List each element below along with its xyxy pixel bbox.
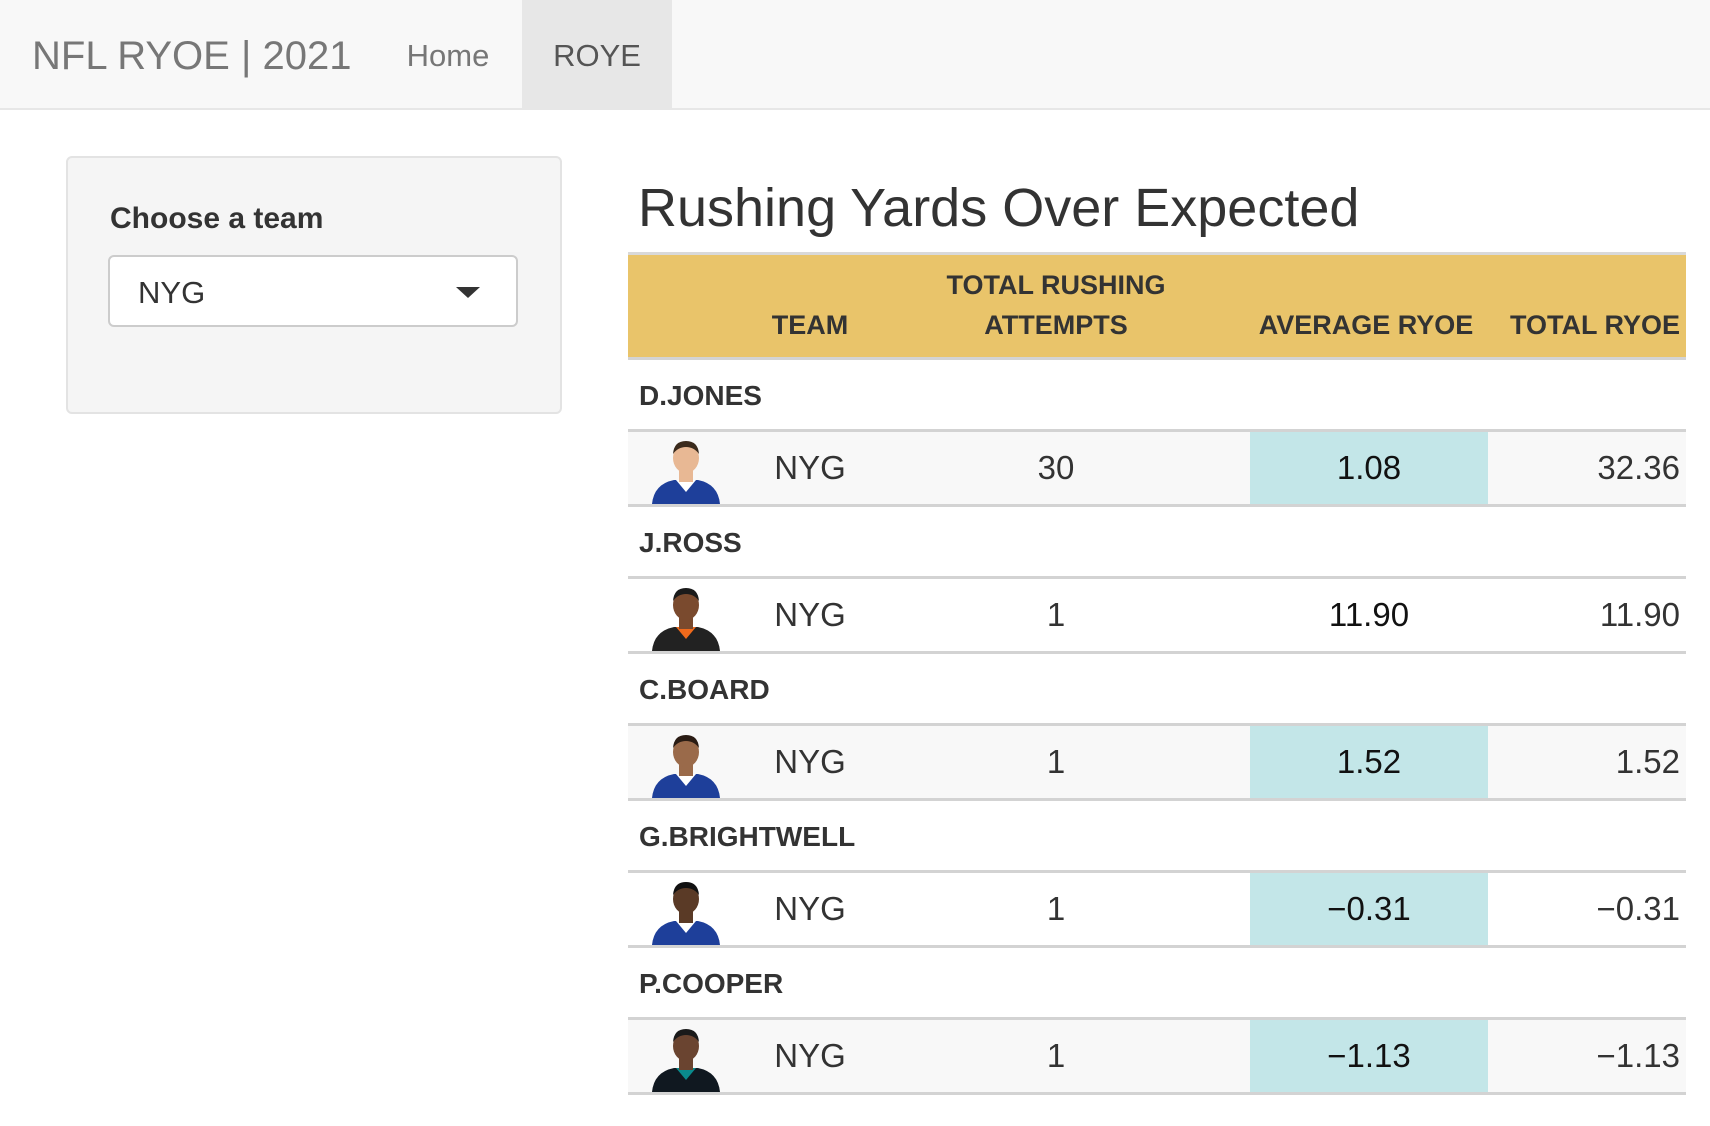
player-team: NYG xyxy=(774,596,846,633)
rushing-attempts: 1 xyxy=(1046,596,1066,633)
average-ryoe: 1.08 xyxy=(1250,432,1488,504)
player-group-label: P.COOPER xyxy=(628,948,1686,1020)
average-ryoe: 1.52 xyxy=(1250,726,1488,798)
average-ryoe: 11.90 xyxy=(1328,596,1410,633)
table-body: D.JONES NYG 30 1.08 32.36 J.ROSS NYG 1 11.90 11.9… xyxy=(628,360,1686,1095)
column-header-team: TEAM xyxy=(771,310,849,340)
table-row: NYG 1 −0.31 −0.31 xyxy=(628,873,1686,948)
column-header-average-text: AVERAGE RYOE xyxy=(1258,310,1474,340)
player-team: NYG xyxy=(774,743,846,780)
player-avatar-icon xyxy=(652,735,720,798)
column-header-attempts: TOTAL RUSHING ATTEMPTS xyxy=(886,265,1226,345)
player-group-label: J.ROSS xyxy=(628,507,1686,579)
player-avatar-icon xyxy=(652,441,720,504)
table-row: NYG 1 −1.13 −1.13 xyxy=(628,1020,1686,1095)
page-title: Rushing Yards Over Expected xyxy=(638,178,1360,238)
ryoe-table: TEAM TOTAL RUSHING ATTEMPTS AVERAGE RYOE… xyxy=(628,252,1686,1095)
table-row: NYG 30 1.08 32.36 xyxy=(628,432,1686,507)
player-headshot xyxy=(640,873,730,945)
column-header-attempts-text: TOTAL RUSHING ATTEMPTS xyxy=(946,270,1166,340)
team-selector-panel: Choose a team NYG xyxy=(66,156,562,414)
table-header: TEAM TOTAL RUSHING ATTEMPTS AVERAGE RYOE… xyxy=(628,252,1686,360)
player-group-label: D.JONES xyxy=(628,360,1686,432)
player-headshot xyxy=(640,1020,730,1092)
nav-link-home[interactable]: Home xyxy=(406,38,490,73)
player-headshot xyxy=(640,432,730,504)
player-avatar-icon xyxy=(652,882,720,945)
average-ryoe: −0.31 xyxy=(1250,873,1488,945)
caret-down-icon xyxy=(456,287,480,298)
team-select[interactable]: NYG xyxy=(108,255,518,327)
player-group-label: G.BRIGHTWELL xyxy=(628,801,1686,873)
player-team: NYG xyxy=(774,890,846,927)
team-select-label: Choose a team xyxy=(110,202,324,235)
column-header-average: AVERAGE RYOE xyxy=(1248,305,1484,345)
player-team: NYG xyxy=(774,449,846,486)
player-avatar-icon xyxy=(652,1029,720,1092)
average-ryoe: −1.13 xyxy=(1250,1020,1488,1092)
table-row: NYG 1 1.52 1.52 xyxy=(628,726,1686,801)
nav-link-roye[interactable]: ROYE xyxy=(522,0,672,108)
rushing-attempts: 1 xyxy=(1046,890,1066,927)
total-ryoe: 32.36 xyxy=(1597,449,1680,486)
rushing-attempts: 30 xyxy=(1037,449,1075,486)
brand-title[interactable]: NFL RYOE | 2021 xyxy=(32,34,352,78)
table-row: NYG 1 11.90 11.90 xyxy=(628,579,1686,654)
player-headshot xyxy=(640,579,730,651)
player-headshot xyxy=(640,726,730,798)
total-ryoe: 1.52 xyxy=(1615,743,1680,780)
player-avatar-icon xyxy=(652,588,720,651)
team-select-value: NYG xyxy=(138,275,206,310)
total-ryoe: −1.13 xyxy=(1596,1037,1681,1074)
column-header-total: TOTAL RYOE xyxy=(1509,310,1680,340)
rushing-attempts: 1 xyxy=(1046,743,1066,780)
rushing-attempts: 1 xyxy=(1046,1037,1066,1074)
total-ryoe: −0.31 xyxy=(1596,890,1681,927)
total-ryoe: 11.90 xyxy=(1599,596,1680,633)
player-team: NYG xyxy=(774,1037,846,1074)
navbar: NFL RYOE | 2021 Home ROYE xyxy=(0,0,1710,110)
player-group-label: C.BOARD xyxy=(628,654,1686,726)
